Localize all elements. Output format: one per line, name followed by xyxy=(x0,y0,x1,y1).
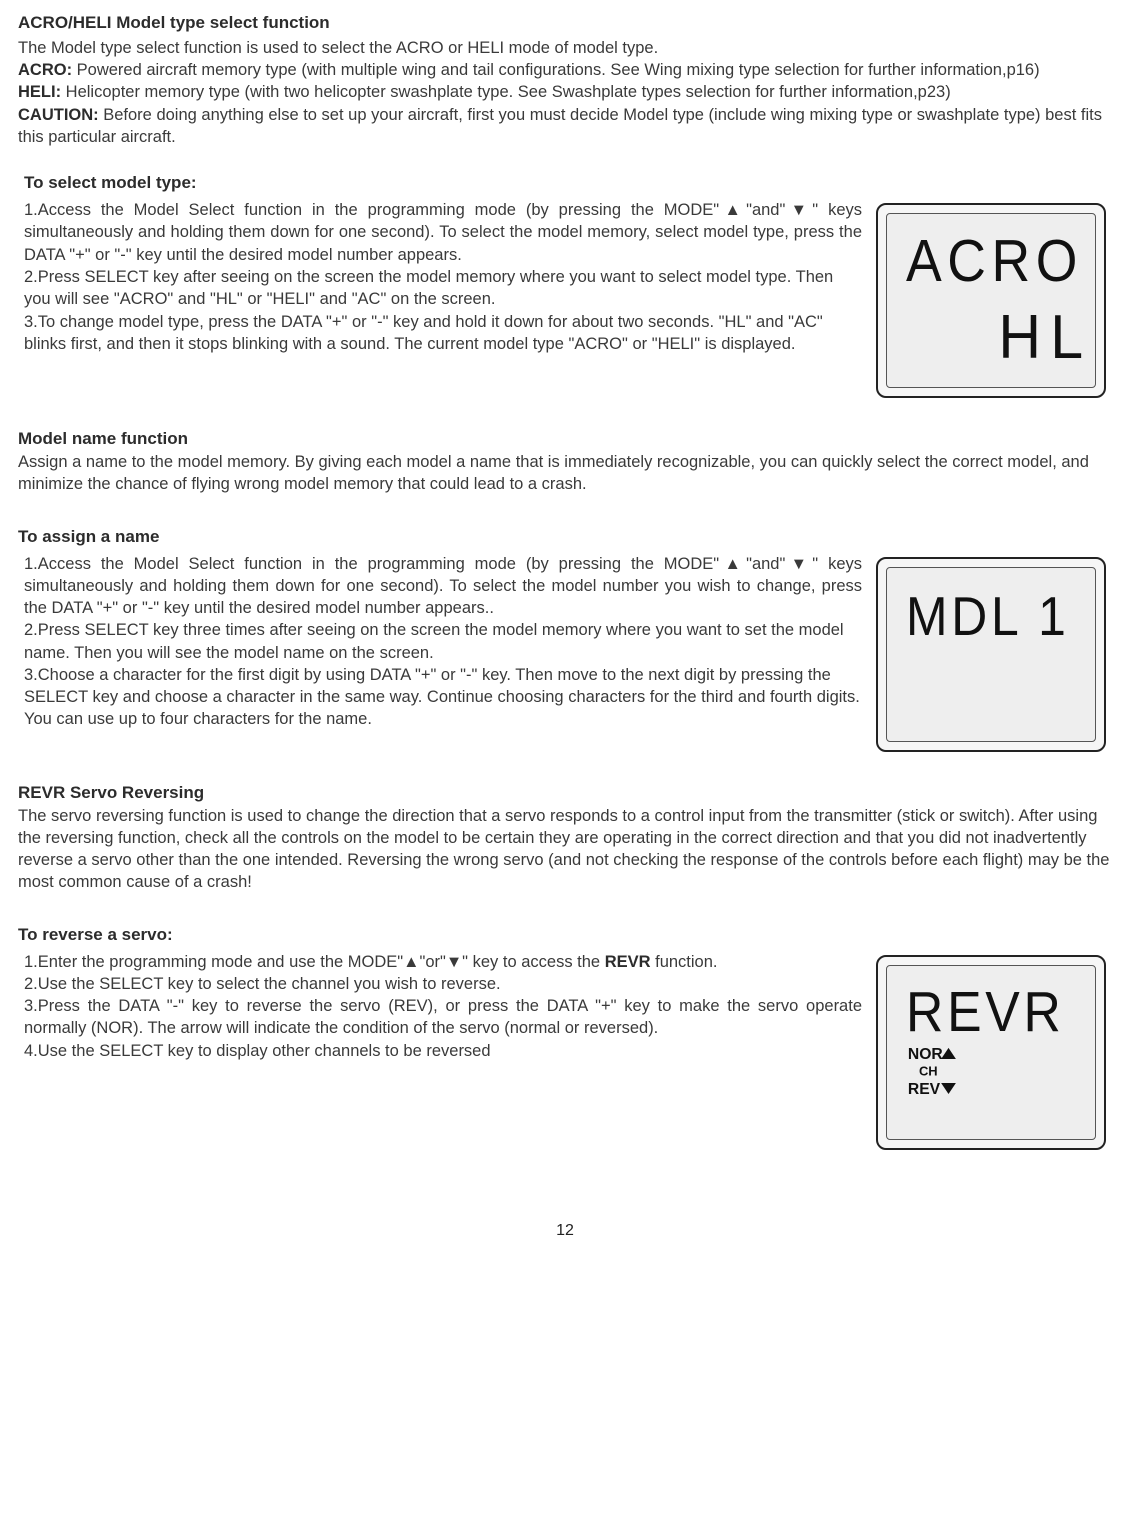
lcd1-line2: HL xyxy=(998,302,1087,372)
row-select-model-type: 1.Access the Model Select function in th… xyxy=(18,199,1112,398)
lcd-revr-inner: REVR NOR CH REV xyxy=(886,965,1096,1140)
textcol-assign-name: 1.Access the Model Select function in th… xyxy=(18,553,862,731)
row-assign-name: 1.Access the Model Select function in th… xyxy=(18,553,1112,752)
section-title-assign-name: To assign a name xyxy=(18,526,1112,549)
lcd3-nor: NOR xyxy=(908,1046,943,1063)
lcd2-line1: MDL 1 xyxy=(906,586,1069,647)
step-1-2: 2.Press SELECT key after seeing on the s… xyxy=(24,266,862,311)
lcd1-line1: ACRO xyxy=(906,228,1083,294)
section1-intro: The Model type select function is used t… xyxy=(18,37,1112,59)
step-3-3: 3.Press the DATA "-" key to reverse the … xyxy=(24,995,862,1040)
row-reverse-servo: 1.Enter the programming mode and use the… xyxy=(18,951,1112,1150)
acro-text: Powered aircraft memory type (with multi… xyxy=(72,61,1040,79)
section-title-acro-heli: ACRO/HELI Model type select function xyxy=(18,12,1112,35)
step-3-1a: 1.Enter the programming mode and use the… xyxy=(24,953,605,971)
step-3-2: 2.Use the SELECT key to select the chann… xyxy=(24,973,862,995)
section-title-reverse-servo: To reverse a servo: xyxy=(18,924,1112,947)
lcd-mdl1: MDL 1 xyxy=(876,557,1106,752)
lcd-revr: REVR NOR CH REV xyxy=(876,955,1106,1150)
triangle-down-icon xyxy=(941,1083,956,1094)
lcd3-rev: REV xyxy=(908,1081,941,1098)
lcd3-line1: REVR xyxy=(906,979,1064,1043)
section3-body: The servo reversing function is used to … xyxy=(18,805,1112,894)
section1-acro-line: ACRO: Powered aircraft memory type (with… xyxy=(18,59,1112,81)
textcol-reverse-servo: 1.Enter the programming mode and use the… xyxy=(18,951,862,1062)
step-3-1c: function. xyxy=(651,953,718,971)
lcd3-ch: CH xyxy=(919,1063,938,1078)
section1-heli-line: HELI: Helicopter memory type (with two h… xyxy=(18,81,1112,103)
step-2-1: 1.Access the Model Select function in th… xyxy=(24,553,862,620)
lcd-mdl1-inner: MDL 1 xyxy=(886,567,1096,742)
step-1-1: 1.Access the Model Select function in th… xyxy=(24,199,862,266)
caution-label: CAUTION: xyxy=(18,106,99,124)
heli-label: HELI: xyxy=(18,83,61,101)
step-1-3: 3.To change model type, press the DATA "… xyxy=(24,311,862,356)
lcd-mdl1-svg: MDL 1 xyxy=(895,576,1087,733)
textcol-select-model-type: 1.Access the Model Select function in th… xyxy=(18,199,862,355)
caution-text: Before doing anything else to set up you… xyxy=(18,106,1102,146)
step-3-4: 4.Use the SELECT key to display other ch… xyxy=(24,1040,862,1062)
page-number: 12 xyxy=(18,1220,1112,1242)
section1-caution-line: CAUTION: Before doing anything else to s… xyxy=(18,104,1112,149)
heli-text: Helicopter memory type (with two helicop… xyxy=(61,83,951,101)
section-title-revr: REVR Servo Reversing xyxy=(18,782,1112,805)
section-title-select-model-type: To select model type: xyxy=(18,172,1112,195)
triangle-up-icon xyxy=(941,1047,956,1058)
lcd-revr-svg: REVR NOR CH REV xyxy=(895,974,1087,1131)
section2-body: Assign a name to the model memory. By gi… xyxy=(18,451,1112,496)
lcd-acro-hl: ACRO HL xyxy=(876,203,1106,398)
step-3-1: 1.Enter the programming mode and use the… xyxy=(24,951,862,973)
step-2-2: 2.Press SELECT key three times after see… xyxy=(24,619,862,664)
lcd-acro-hl-inner: ACRO HL xyxy=(886,213,1096,388)
lcd-acro-hl-svg: ACRO HL xyxy=(895,222,1087,379)
section-title-model-name: Model name function xyxy=(18,428,1112,451)
step-2-3: 3.Choose a character for the first digit… xyxy=(24,664,862,731)
acro-label: ACRO: xyxy=(18,61,72,79)
step-3-1b: REVR xyxy=(605,953,651,971)
